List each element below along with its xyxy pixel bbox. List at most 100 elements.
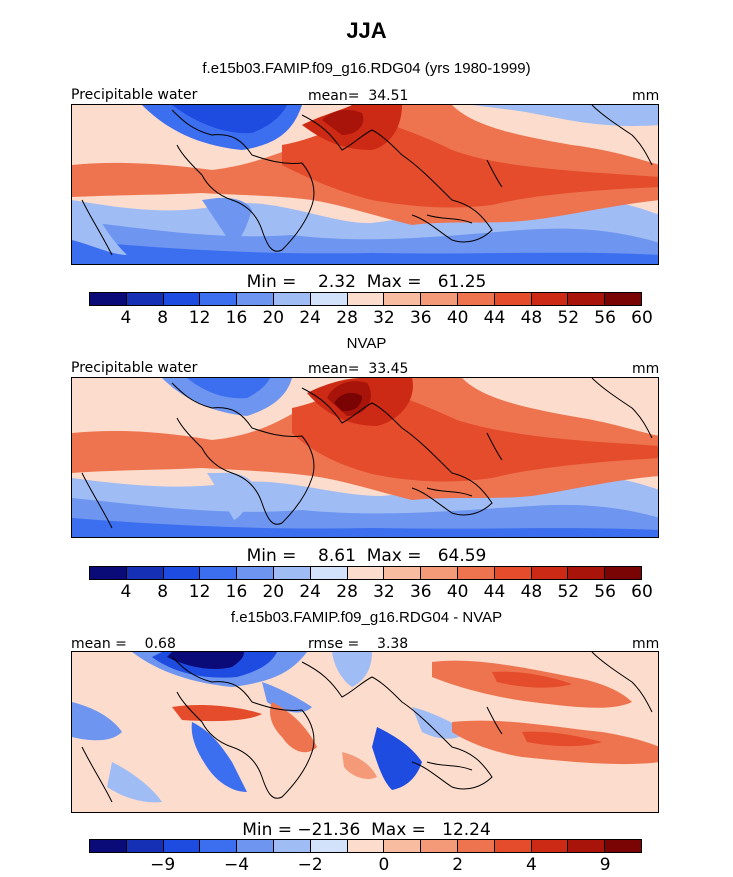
- colorbar-tick: 8: [157, 308, 169, 328]
- colorbar-tick: 40: [446, 308, 469, 328]
- colorbar-tick: 20: [262, 308, 285, 328]
- colorbar-tick: 24: [299, 308, 322, 328]
- colorbar-tick: 0: [378, 855, 390, 875]
- colorbar-tick: 20: [262, 582, 285, 602]
- panel3-colorbar: [89, 839, 642, 853]
- colorbar-tick: 4: [120, 308, 132, 328]
- colorbar-swatch: [494, 840, 532, 852]
- colorbar-swatch: [347, 567, 385, 579]
- colorbar-swatch: [605, 840, 641, 852]
- colorbar-swatch: [347, 293, 385, 305]
- colorbar-swatch: [421, 567, 458, 579]
- colorbar-swatch: [494, 567, 532, 579]
- colorbar-tick: 2: [452, 855, 464, 875]
- colorbar-tick: 52: [557, 582, 580, 602]
- colorbar-tick: 40: [446, 582, 469, 602]
- colorbar-swatch: [384, 840, 422, 852]
- colorbar-tick: 44: [483, 582, 506, 602]
- colorbar-tick: 28: [336, 308, 358, 328]
- colorbar-swatch: [90, 567, 127, 579]
- colorbar-tick: 32: [373, 582, 395, 602]
- colorbar-tick: −2: [297, 855, 323, 875]
- panel1-units-label: mm: [632, 88, 660, 104]
- colorbar-tick: 24: [299, 582, 322, 602]
- colorbar-swatch: [126, 293, 164, 305]
- colorbar-swatch: [310, 567, 348, 579]
- colorbar-swatch: [273, 840, 311, 852]
- panel2-colorbar: [89, 566, 642, 580]
- colorbar-tick: 12: [188, 582, 211, 602]
- colorbar-swatch: [384, 293, 422, 305]
- colorbar-tick: 48: [520, 308, 543, 328]
- colorbar-swatch: [237, 840, 274, 852]
- colorbar-swatch: [531, 840, 569, 852]
- colorbar-swatch: [457, 840, 495, 852]
- colorbar-swatch: [568, 840, 606, 852]
- colorbar-swatch: [273, 293, 311, 305]
- colorbar-tick: 16: [225, 308, 248, 328]
- panel2-map: [71, 377, 659, 538]
- panel1-min-max: Min = 2.32 Max = 61.25: [246, 272, 487, 292]
- panel3-mean-label: mean = 0.68: [71, 636, 176, 652]
- colorbar-swatch: [310, 293, 348, 305]
- panel1-mean-label: mean= 34.51: [308, 88, 409, 104]
- colorbar-swatch: [605, 567, 641, 579]
- colorbar-tick: 52: [557, 308, 580, 328]
- colorbar-swatch: [200, 293, 238, 305]
- panel1-variable-label: Precipitable water: [71, 87, 198, 103]
- colorbar-swatch: [200, 567, 238, 579]
- colorbar-tick: 32: [373, 308, 395, 328]
- colorbar-tick: 44: [483, 308, 506, 328]
- colorbar-tick: 56: [594, 308, 616, 328]
- colorbar-tick: 8: [157, 582, 169, 602]
- colorbar-tick: 56: [594, 582, 616, 602]
- colorbar-tick: 4: [525, 855, 537, 875]
- colorbar-tick: 9: [599, 855, 611, 875]
- colorbar-swatch: [605, 293, 641, 305]
- panel2-mean-label: mean= 33.45: [308, 361, 409, 377]
- colorbar-tick: 60: [631, 582, 653, 602]
- colorbar-swatch: [163, 567, 201, 579]
- colorbar-tick: 48: [520, 582, 543, 602]
- colorbar-tick: 4: [120, 582, 132, 602]
- colorbar-tick: 28: [336, 582, 358, 602]
- colorbar-swatch: [531, 567, 569, 579]
- panel1-colorbar-ticks: 4 8 12 16 20 24 28 32 36 40 44 48 52 56 …: [89, 308, 652, 328]
- colorbar-swatch: [568, 567, 606, 579]
- colorbar-swatch: [421, 840, 458, 852]
- colorbar-tick: −4: [223, 855, 250, 875]
- colorbar-swatch: [126, 840, 164, 852]
- panel2-units-label: mm: [632, 361, 660, 377]
- figure-title: JJA: [346, 18, 387, 43]
- panel1-title: f.e15b03.FAMIP.f09_g16.RDG04 (yrs 1980-1…: [202, 60, 531, 77]
- panel3-min-max: Min = −21.36 Max = 12.24: [242, 820, 491, 840]
- panel2-variable-label: Precipitable water: [71, 360, 198, 376]
- panel1-map: [71, 104, 659, 265]
- colorbar-tick: 16: [225, 582, 248, 602]
- colorbar-swatch: [310, 840, 348, 852]
- colorbar-swatch: [163, 293, 201, 305]
- colorbar-swatch: [347, 840, 385, 852]
- colorbar-swatch: [200, 840, 238, 852]
- colorbar-swatch: [237, 567, 274, 579]
- panel1-colorbar: [89, 292, 642, 306]
- colorbar-swatch: [568, 293, 606, 305]
- panel2-min-max: Min = 8.61 Max = 64.59: [246, 546, 487, 566]
- colorbar-tick: 60: [631, 308, 653, 328]
- colorbar-tick: 12: [188, 308, 211, 328]
- panel3-rmse-label: rmse = 3.38: [308, 636, 409, 652]
- panel3-colorbar-ticks: −9 −4 −2 0 2 4 9: [89, 855, 642, 875]
- colorbar-swatch: [273, 567, 311, 579]
- colorbar-swatch: [421, 293, 458, 305]
- colorbar-tick: 36: [409, 582, 432, 602]
- colorbar-swatch: [457, 293, 495, 305]
- panel2-title: NVAP: [346, 335, 387, 352]
- colorbar-swatch: [163, 840, 201, 852]
- colorbar-swatch: [531, 293, 569, 305]
- colorbar-swatch: [237, 293, 274, 305]
- colorbar-swatch: [457, 567, 495, 579]
- colorbar-swatch: [494, 293, 532, 305]
- panel3-units-label: mm: [632, 636, 660, 652]
- colorbar-swatch: [126, 567, 164, 579]
- panel3-title: f.e15b03.FAMIP.f09_g16.RDG04 - NVAP: [230, 609, 503, 626]
